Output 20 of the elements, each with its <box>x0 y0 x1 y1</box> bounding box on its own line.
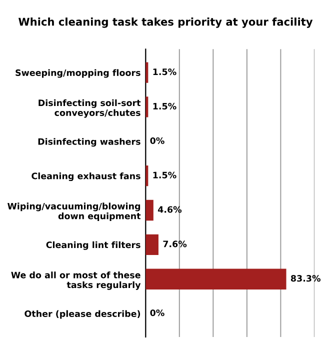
bar <box>146 200 154 221</box>
y-tick-label: Disinfecting washers <box>38 138 140 147</box>
data-label: 7.6% <box>163 240 187 248</box>
y-tick-label: Sweeping/mopping floors <box>16 69 140 78</box>
bar <box>146 234 158 256</box>
chart-title: Which cleaning task takes priority at your facility <box>18 18 313 28</box>
data-label: 1.5% <box>153 102 176 110</box>
data-label: 1.5% <box>153 172 176 178</box>
y-tick-label: Cleaning exhaust fans <box>32 172 140 182</box>
y-tick-label: Other (please describe) <box>24 310 140 319</box>
data-label: 0% <box>150 309 164 316</box>
y-tick-label: Wiping/vacuuming/blowing down equipment <box>8 202 141 222</box>
data-label: 83.3% <box>290 275 321 282</box>
data-label: 1.5% <box>153 68 176 76</box>
data-label: 0% <box>150 137 164 144</box>
y-tick-label: Cleaning lint filters <box>46 241 140 250</box>
y-tick-label: We do all or most of these tasks regularly <box>11 272 141 290</box>
data-label: 4.6% <box>158 206 182 213</box>
bar <box>146 268 286 290</box>
y-tick-label: Disinfecting soil-sort conveyors/chutes <box>38 99 141 118</box>
